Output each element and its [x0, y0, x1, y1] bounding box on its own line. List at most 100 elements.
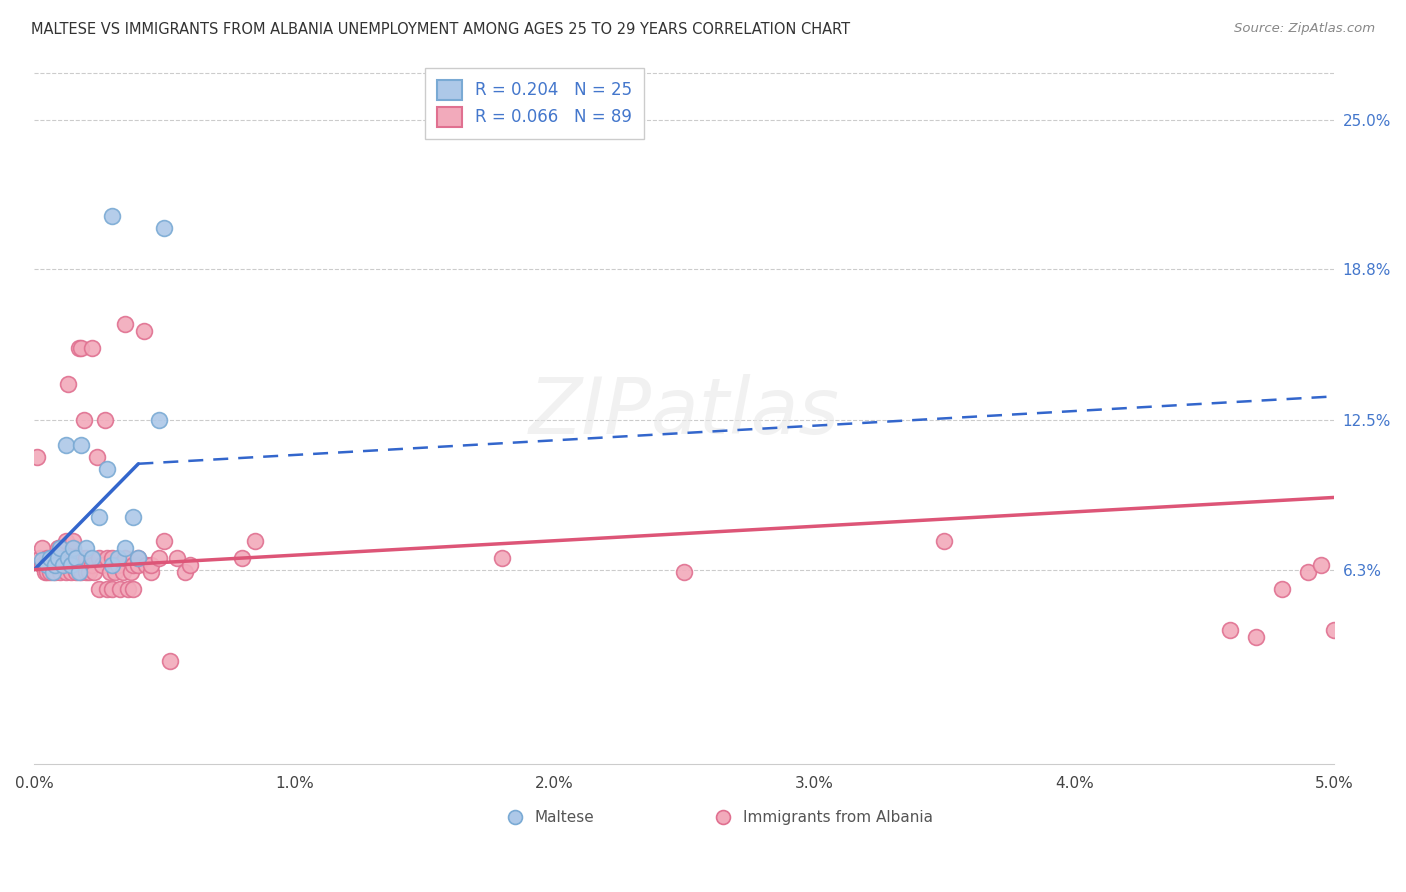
Text: MALTESE VS IMMIGRANTS FROM ALBANIA UNEMPLOYMENT AMONG AGES 25 TO 29 YEARS CORREL: MALTESE VS IMMIGRANTS FROM ALBANIA UNEMP… — [31, 22, 851, 37]
Point — [39, 565, 62, 579]
Point — [28, 550, 51, 565]
Point — [31, 558, 53, 572]
Point — [75, 541, 97, 555]
Point — [1323, 623, 1346, 637]
Point — [101, 550, 124, 565]
Point — [34, 565, 56, 579]
Point — [1246, 630, 1268, 644]
Point — [39, 550, 62, 565]
Point — [127, 558, 149, 572]
Point — [37, 550, 59, 565]
Point — [491, 550, 513, 565]
Point — [122, 582, 145, 596]
Point — [75, 550, 97, 565]
Point — [148, 413, 170, 427]
Point — [44, 565, 66, 579]
Point — [98, 565, 121, 579]
Legend: R = 0.204   N = 25, R = 0.066   N = 89: R = 0.204 N = 25, R = 0.066 N = 89 — [426, 68, 644, 138]
Point — [52, 558, 75, 572]
Point — [49, 541, 72, 555]
Point — [55, 437, 77, 451]
Point — [49, 565, 72, 579]
Point — [44, 550, 66, 565]
Point — [245, 533, 267, 548]
Point — [75, 558, 97, 572]
Point — [114, 317, 136, 331]
Point — [120, 565, 142, 579]
Point — [673, 565, 696, 579]
Point — [1271, 582, 1294, 596]
Point — [52, 550, 75, 565]
Point — [1298, 565, 1320, 579]
Point — [93, 413, 115, 427]
Point — [41, 565, 63, 579]
Point — [101, 209, 124, 223]
Point — [62, 533, 84, 548]
Point — [59, 565, 82, 579]
Point — [62, 541, 84, 555]
Point — [153, 221, 176, 235]
Point — [31, 541, 53, 555]
Point — [80, 341, 103, 355]
Point — [1310, 558, 1333, 572]
Point — [52, 558, 75, 572]
Point — [65, 550, 87, 565]
Point — [89, 509, 111, 524]
Point — [934, 533, 956, 548]
Point — [80, 550, 103, 565]
Point — [70, 565, 93, 579]
Point — [96, 550, 118, 565]
Point — [135, 558, 157, 572]
Point — [62, 558, 84, 572]
Point — [67, 558, 90, 572]
Point — [174, 565, 197, 579]
Point — [111, 565, 134, 579]
Point — [127, 550, 149, 565]
Point — [31, 553, 53, 567]
Point — [1219, 623, 1241, 637]
Point — [179, 558, 201, 572]
Point — [62, 541, 84, 555]
Point — [41, 550, 63, 565]
Point — [141, 558, 163, 572]
Text: Maltese: Maltese — [534, 810, 595, 825]
Point — [65, 565, 87, 579]
Point — [67, 341, 90, 355]
Point — [70, 341, 93, 355]
Point — [37, 558, 59, 572]
Point — [59, 550, 82, 565]
Point — [67, 565, 90, 579]
Point — [59, 558, 82, 572]
Point — [80, 558, 103, 572]
Point — [107, 550, 129, 565]
Point — [70, 437, 93, 451]
Point — [89, 550, 111, 565]
Point — [49, 558, 72, 572]
Point — [56, 558, 79, 572]
Point — [37, 565, 59, 579]
Point — [44, 558, 66, 572]
Point — [148, 550, 170, 565]
Point — [104, 565, 127, 579]
Point — [46, 541, 69, 555]
Point — [49, 541, 72, 555]
Point — [159, 654, 181, 668]
Point — [39, 558, 62, 572]
Point — [166, 550, 188, 565]
Text: Source: ZipAtlas.com: Source: ZipAtlas.com — [1234, 22, 1375, 36]
Point — [41, 558, 63, 572]
Point — [55, 558, 77, 572]
Point — [141, 565, 163, 579]
Point — [55, 533, 77, 548]
Point — [89, 582, 111, 596]
Point — [75, 565, 97, 579]
Point — [101, 558, 124, 572]
Point — [73, 413, 96, 427]
Point — [114, 550, 136, 565]
Point — [96, 461, 118, 475]
Point — [122, 509, 145, 524]
Point — [46, 558, 69, 572]
Point — [55, 565, 77, 579]
Point — [96, 582, 118, 596]
Point — [231, 550, 253, 565]
